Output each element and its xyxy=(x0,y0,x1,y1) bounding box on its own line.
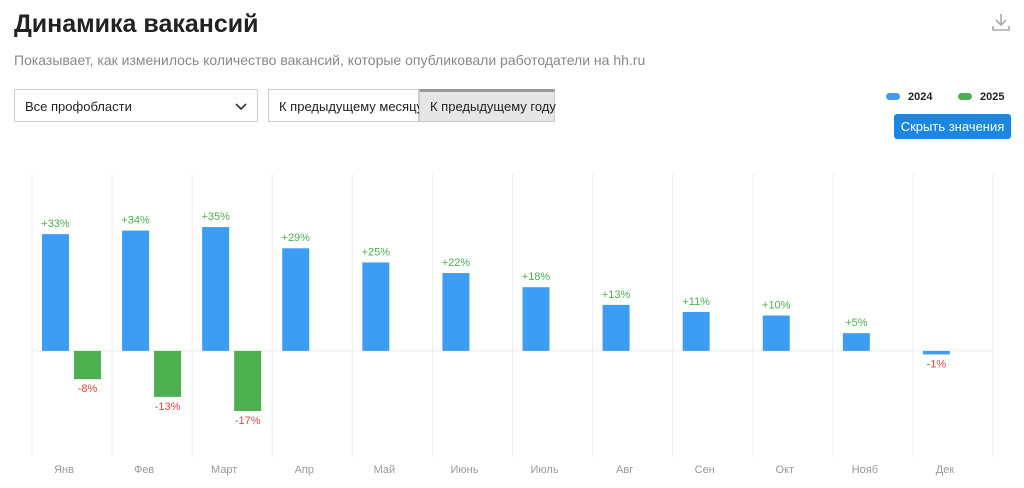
legend-label: 2025 xyxy=(980,91,1004,103)
x-tick-label: Авг xyxy=(616,464,633,476)
bar xyxy=(842,333,870,351)
bar xyxy=(762,315,790,351)
x-tick-label: Фев xyxy=(134,464,154,476)
bar xyxy=(42,234,69,351)
title: Динамика вакансий xyxy=(14,10,259,38)
bar xyxy=(282,248,310,351)
bar xyxy=(922,350,950,355)
x-tick-label: Окт xyxy=(776,464,795,476)
bar xyxy=(442,273,470,351)
value-label: -13% xyxy=(155,401,181,413)
value-label: +5% xyxy=(845,317,868,329)
x-tick-label: Нояб xyxy=(852,464,878,476)
subtitle: Показывает, как изменилось количество ва… xyxy=(14,52,646,68)
toggle-button-selected[interactable]: К предыдущему году xyxy=(419,89,556,122)
toggle-button[interactable]: К предыдущему месяцу xyxy=(268,89,423,122)
value-label: -1% xyxy=(927,358,947,370)
x-tick-label: Июнь xyxy=(450,464,478,476)
hide-values-button[interactable]: Скрыть значения xyxy=(894,114,1011,139)
bar xyxy=(682,311,710,351)
x-tick-label: Апр xyxy=(295,464,314,476)
x-tick-label: Дек xyxy=(936,464,955,476)
value-label: +22% xyxy=(442,257,471,269)
legend-label: 2024 xyxy=(908,91,933,103)
x-tick-label: Май xyxy=(374,464,396,476)
value-label: -17% xyxy=(235,415,261,427)
filter-dropdown[interactable]: Все профобласти xyxy=(14,89,258,122)
bar xyxy=(234,350,262,412)
bar xyxy=(602,304,630,351)
value-label: -8% xyxy=(78,383,98,395)
x-tick-label: Янв xyxy=(54,464,74,476)
bar xyxy=(122,230,150,351)
value-label: +35% xyxy=(201,211,230,223)
value-label: +10% xyxy=(762,299,791,311)
chevron xyxy=(235,103,247,111)
bar xyxy=(522,287,550,351)
bar xyxy=(74,350,101,380)
x-tick-label: Март xyxy=(211,464,237,476)
value-label: +33% xyxy=(41,218,70,230)
value-label: +34% xyxy=(121,215,150,227)
x-tick-label: Сен xyxy=(695,464,715,476)
value-label: +13% xyxy=(602,289,631,301)
bar xyxy=(154,350,182,397)
value-label: +25% xyxy=(362,246,391,258)
filter-text: Все профобласти xyxy=(25,99,132,114)
legend-swatch xyxy=(886,93,900,100)
bar xyxy=(202,227,230,351)
value-label: +29% xyxy=(282,232,311,244)
value-label: +18% xyxy=(522,271,551,283)
x-tick-label: Июль xyxy=(531,464,559,476)
value-label: +11% xyxy=(682,296,710,308)
download-icon[interactable] xyxy=(991,12,1011,32)
legend-swatch xyxy=(958,93,972,100)
bar xyxy=(362,262,390,351)
